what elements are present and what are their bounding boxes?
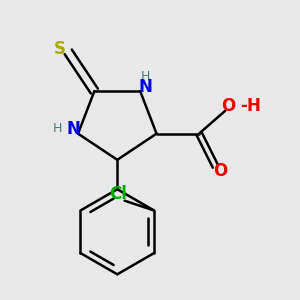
Text: S: S xyxy=(54,40,66,58)
Text: O: O xyxy=(221,97,236,115)
Text: N: N xyxy=(138,78,152,96)
Text: O: O xyxy=(213,162,227,180)
Text: Cl: Cl xyxy=(109,185,127,203)
Text: H: H xyxy=(140,70,150,83)
Text: H: H xyxy=(53,122,62,135)
Text: H: H xyxy=(246,97,260,115)
Text: -: - xyxy=(240,97,247,115)
Text: N: N xyxy=(66,120,80,138)
